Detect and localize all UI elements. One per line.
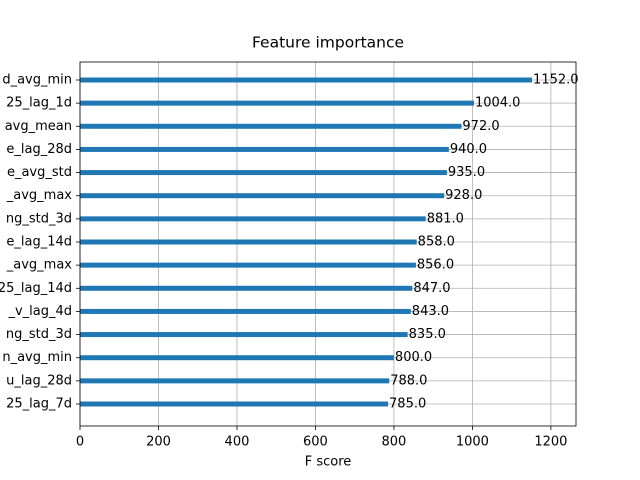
- bar: [80, 308, 411, 314]
- x-tick-label: 800: [382, 435, 407, 450]
- plot-frame: [79, 61, 577, 427]
- y-tick-label: u_lag_28d: [6, 373, 72, 388]
- y-tick-label: e_lag_28d: [6, 142, 72, 157]
- bar: [80, 123, 462, 129]
- value-label: 928.0: [445, 188, 482, 203]
- bar: [80, 401, 389, 407]
- value-label: 847.0: [413, 281, 450, 296]
- chart-title: Feature importance: [252, 34, 404, 52]
- value-label: 972.0: [462, 119, 499, 134]
- bar: [80, 332, 408, 338]
- y-tick-label: avg_mean: [5, 119, 72, 134]
- y-tick-label: _avg_max: [6, 188, 73, 203]
- y-tick-label: 25_lag_7d: [6, 397, 72, 412]
- value-label: 881.0: [427, 211, 464, 226]
- value-label: 1152.0: [533, 73, 579, 88]
- x-tick-label: 1000: [456, 435, 489, 450]
- bar: [80, 170, 447, 176]
- y-tick-label: d_avg_min: [2, 73, 72, 88]
- y-tick-label: _v_lag_4d: [7, 304, 72, 319]
- value-label: 785.0: [389, 397, 426, 412]
- value-label: 935.0: [448, 165, 485, 180]
- bar: [80, 77, 533, 83]
- x-axis-label: F score: [305, 455, 352, 470]
- bar: [80, 285, 413, 291]
- value-label: 835.0: [409, 327, 446, 342]
- y-tick-label: 25_lag_1d: [6, 96, 72, 111]
- y-tick-label: n_avg_min: [2, 350, 72, 365]
- value-label: 940.0: [450, 142, 487, 157]
- marks-layer: 0 200 400 600 800 1000 1200 d_avg_min 1152.0 25_l…: [0, 73, 579, 450]
- value-label: 843.0: [412, 304, 449, 319]
- x-tick-label: 600: [303, 435, 328, 450]
- y-tick-label: 25_lag_14d: [0, 281, 72, 296]
- value-label: 800.0: [395, 350, 432, 365]
- y-tick-label: _avg_max: [6, 258, 73, 273]
- value-label: 856.0: [417, 258, 454, 273]
- x-tick-label: 200: [146, 435, 171, 450]
- bar: [80, 239, 417, 245]
- x-tick-label: 400: [225, 435, 250, 450]
- x-tick-label: 0: [76, 435, 84, 450]
- bar: [80, 378, 390, 384]
- bar: [80, 262, 416, 268]
- bar: [80, 355, 394, 361]
- value-label: 1004.0: [475, 96, 521, 111]
- value-label: 858.0: [418, 235, 455, 250]
- value-label: 788.0: [390, 373, 427, 388]
- x-tick-label: 1200: [534, 435, 567, 450]
- y-tick-label: e_lag_14d: [6, 235, 72, 250]
- y-tick-label: ng_std_3d: [6, 211, 72, 226]
- bar: [80, 193, 445, 199]
- y-tick-label: ng_std_3d: [6, 327, 72, 342]
- bar: [80, 100, 474, 106]
- bar: [80, 216, 426, 222]
- y-tick-label: e_avg_std: [7, 165, 72, 180]
- bar: [80, 146, 449, 152]
